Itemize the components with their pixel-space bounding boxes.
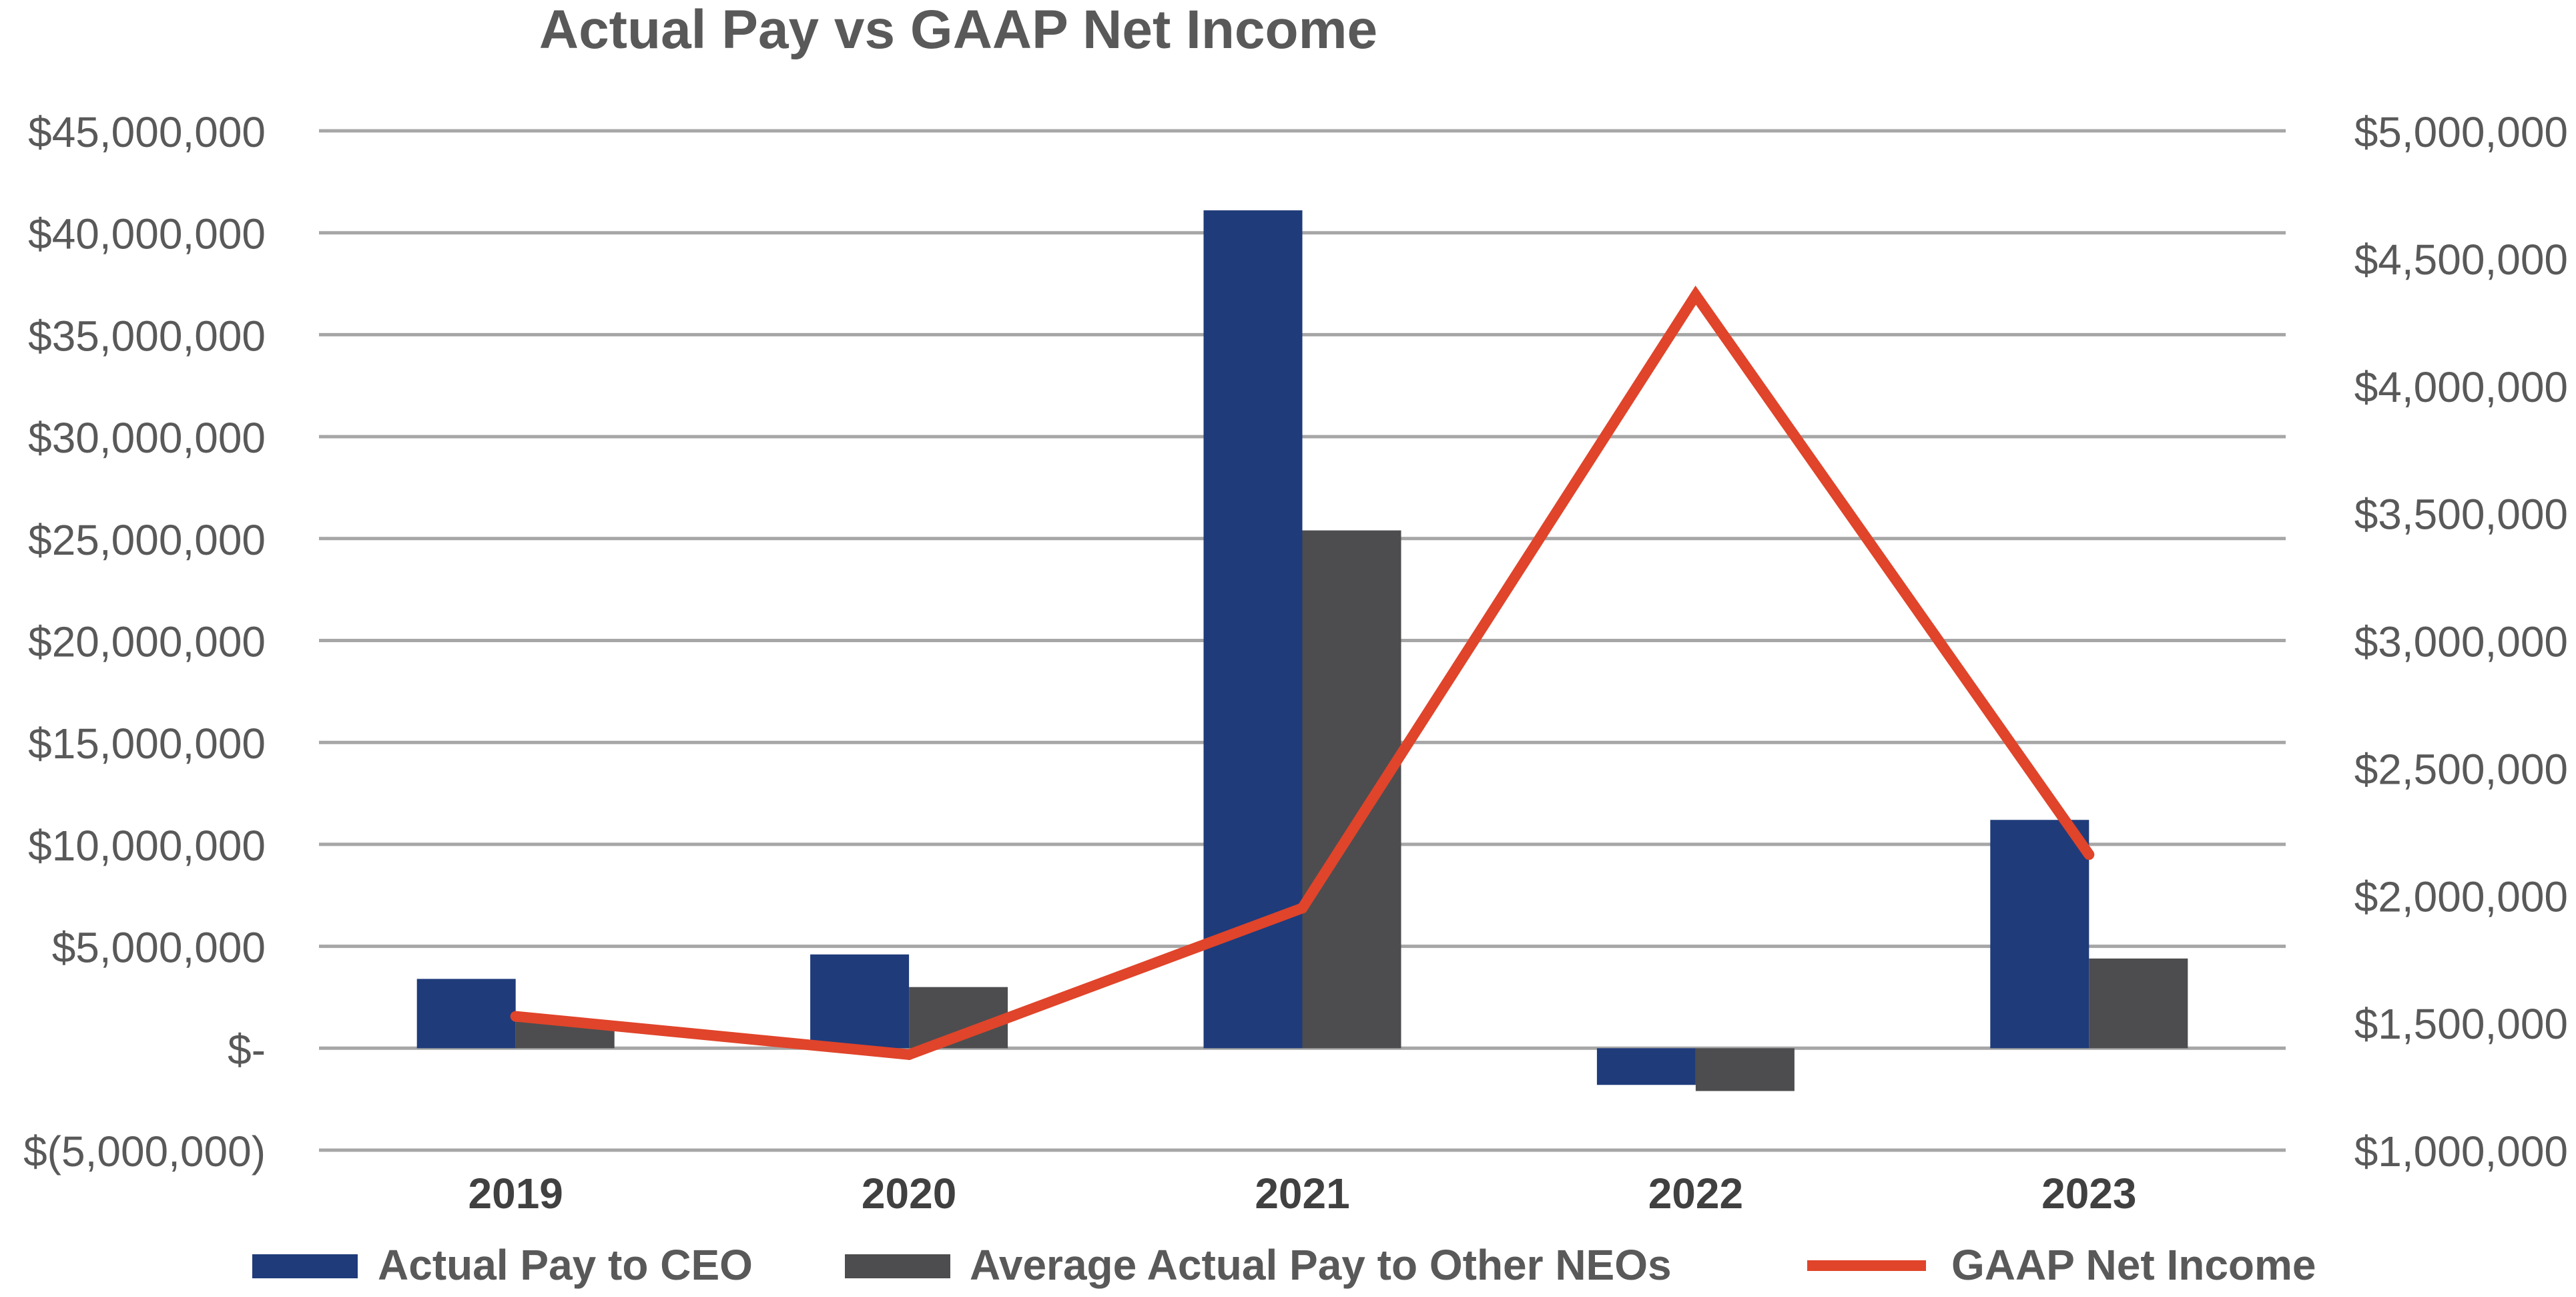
left-axis-tick-label: $15,000,000 <box>28 720 266 768</box>
x-axis-category-label: 2019 <box>468 1170 563 1218</box>
left-axis-tick-label: $20,000,000 <box>28 618 266 666</box>
net-income-point-2022 <box>1690 290 1701 301</box>
net-income-line-layer <box>510 285 2095 1060</box>
x-axis-category-label: 2021 <box>1255 1170 1349 1218</box>
x-axis-category-label: 2023 <box>2041 1170 2136 1218</box>
net-income-point-2019 <box>510 1011 521 1022</box>
left-axis-tick-label: $5,000,000 <box>52 924 266 972</box>
left-axis-tick-label: $35,000,000 <box>28 312 266 360</box>
left-axis-tick-label: $10,000,000 <box>28 822 266 870</box>
bar-actual-pay-to-ceo-2019 <box>416 979 516 1049</box>
right-axis-tick-label: $5,000,000 <box>2354 108 2568 156</box>
bar-average-actual-pay-to-other-neos-2022 <box>1695 1048 1795 1091</box>
left-axis-tick-label: $30,000,000 <box>28 414 266 462</box>
right-axis-tick-label: $4,000,000 <box>2354 363 2568 411</box>
bar-average-actual-pay-to-other-neos-2021 <box>1302 530 1401 1049</box>
bar-average-actual-pay-to-other-neos-2023 <box>2089 958 2188 1049</box>
x-axis-category-label: 2022 <box>1648 1170 1743 1218</box>
right-axis-tick-label: $3,500,000 <box>2354 491 2568 539</box>
net-income-point-2023 <box>2083 849 2095 860</box>
left-axis-tick-label: $40,000,000 <box>28 210 266 258</box>
left-axis: $(5,000,000) $- $5,000,000 $10,000,000 $15,0… <box>23 108 266 1176</box>
left-axis-tick-label: $25,000,000 <box>28 516 266 564</box>
legend-swatch <box>845 1254 950 1278</box>
right-axis-tick-label: $1,000,000 <box>2354 1127 2568 1176</box>
legend-item-average-actual-pay-to-other-neos: Average Actual Pay to Other NEOs <box>845 1241 1672 1289</box>
bar-actual-pay-to-ceo-2020 <box>810 954 910 1049</box>
right-axis-tick-label: $2,000,000 <box>2354 872 2568 921</box>
left-axis-tick-label: $(5,000,000) <box>23 1127 266 1176</box>
legend-label: Actual Pay to CEO <box>378 1241 753 1289</box>
legend-swatch <box>252 1254 358 1278</box>
legend-label: Average Actual Pay to Other NEOs <box>970 1241 1672 1289</box>
left-axis-tick-label: $- <box>228 1025 266 1073</box>
chart-title: Actual Pay vs GAAP Net Income <box>539 0 1377 60</box>
right-axis-tick-label: $4,500,000 <box>2354 236 2568 284</box>
legend-item-actual-pay-to-ceo: Actual Pay to CEO <box>252 1241 753 1289</box>
bar-actual-pay-to-ceo-2022 <box>1596 1048 1696 1085</box>
legend: Actual Pay to CEO Average Actual Pay to O… <box>252 1241 2316 1289</box>
x-axis: 2019 2020 2021 2022 2023 <box>468 1170 2137 1218</box>
legend-item-gaap-net-income: GAAP Net Income <box>1807 1241 2316 1289</box>
bars <box>416 210 2188 1091</box>
bar-actual-pay-to-ceo-2023 <box>1990 820 2089 1049</box>
right-axis-tick-label: $3,000,000 <box>2354 618 2568 666</box>
x-axis-category-label: 2020 <box>862 1170 956 1218</box>
left-axis-tick-label: $45,000,000 <box>28 108 266 156</box>
legend-label: GAAP Net Income <box>1951 1241 2316 1289</box>
right-axis: $1,000,000 $1,500,000 $2,000,000 $2,500,000… <box>2354 108 2568 1176</box>
net-income-point-2020 <box>904 1049 915 1060</box>
right-axis-tick-label: $2,500,000 <box>2354 745 2568 793</box>
net-income-point-2021 <box>1297 902 1308 914</box>
right-axis-tick-label: $1,500,000 <box>2354 1000 2568 1048</box>
